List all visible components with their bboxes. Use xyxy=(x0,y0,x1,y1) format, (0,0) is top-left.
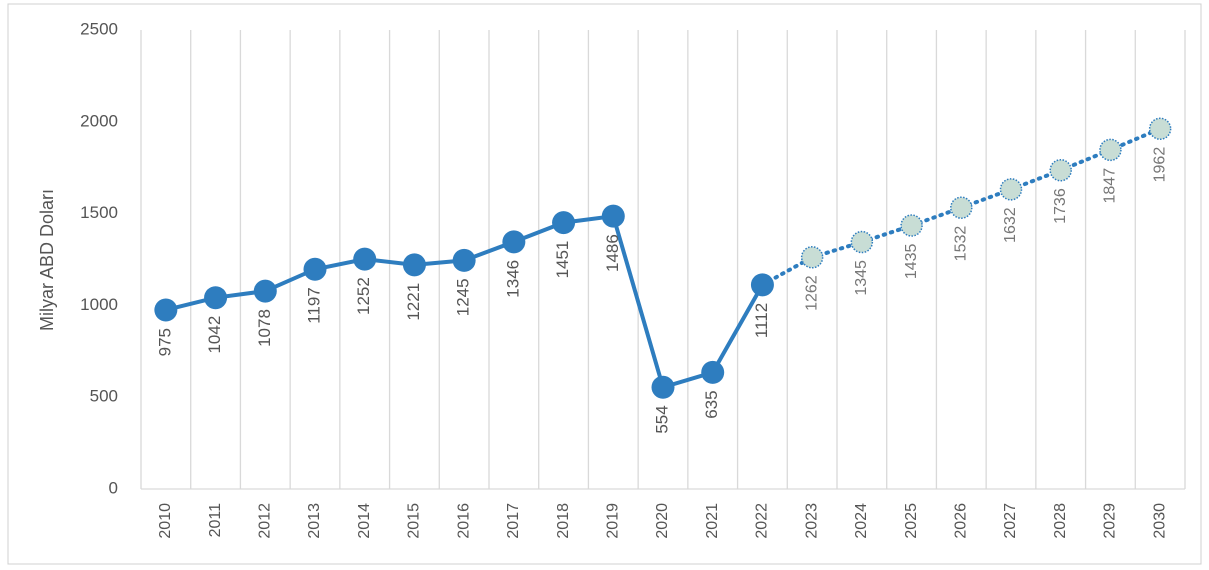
marker xyxy=(204,286,228,310)
marker xyxy=(303,257,327,281)
data-label: 975 xyxy=(155,328,174,356)
data-label: 635 xyxy=(702,390,721,418)
x-tick-label: 2029 xyxy=(1102,503,1119,539)
y-tick-label: 1500 xyxy=(80,203,118,222)
data-label: 1451 xyxy=(553,241,572,279)
x-tick-label: 2028 xyxy=(1052,503,1069,539)
x-tick-label: 2014 xyxy=(356,503,373,539)
y-tick-label: 2000 xyxy=(80,111,118,130)
data-label: 1632 xyxy=(1002,207,1019,243)
data-label: 1847 xyxy=(1102,168,1119,204)
marker xyxy=(800,246,824,269)
marker xyxy=(750,273,774,297)
data-label: 1345 xyxy=(853,260,870,296)
data-label: 1486 xyxy=(603,234,622,272)
x-tick-label: 2021 xyxy=(704,503,721,539)
x-tick-label: 2020 xyxy=(654,503,671,539)
x-tick-label: 2024 xyxy=(853,503,870,539)
data-label: 1262 xyxy=(803,275,820,311)
data-label: 1532 xyxy=(953,226,970,262)
x-tick-label: 2017 xyxy=(505,503,522,539)
chart-border xyxy=(7,3,1202,565)
x-tick-label: 2019 xyxy=(605,503,622,539)
data-label: 1042 xyxy=(205,316,224,354)
y-axis-title: Milyar ABD Doları xyxy=(37,189,57,331)
data-label: 1435 xyxy=(903,243,920,279)
data-label: 1078 xyxy=(255,309,274,347)
marker xyxy=(601,204,625,228)
data-label: 1736 xyxy=(1052,188,1069,224)
x-tick-label: 2018 xyxy=(555,503,572,539)
x-tick-label: 2026 xyxy=(953,503,970,539)
x-tick-label: 2016 xyxy=(455,503,472,539)
data-label: 1112 xyxy=(752,303,771,338)
marker xyxy=(1148,117,1172,141)
marker xyxy=(651,375,675,399)
marker xyxy=(253,279,277,303)
marker xyxy=(452,248,476,272)
marker xyxy=(353,247,377,271)
x-tick-label: 2015 xyxy=(406,503,423,539)
x-tick-label: 2023 xyxy=(803,503,820,539)
data-label: 1252 xyxy=(354,277,373,315)
data-label: 1245 xyxy=(454,278,473,316)
x-tick-label: 2025 xyxy=(903,503,920,539)
x-tick-label: 2022 xyxy=(754,503,771,539)
marker xyxy=(552,211,576,235)
marker xyxy=(850,230,874,254)
data-label: 1962 xyxy=(1151,147,1168,183)
marker xyxy=(1049,159,1072,182)
data-label: 1346 xyxy=(503,260,522,298)
marker xyxy=(900,214,923,237)
y-tick-label: 2500 xyxy=(80,19,118,38)
marker xyxy=(402,253,426,277)
x-tick-label: 2012 xyxy=(257,503,274,539)
y-tick-label: 1000 xyxy=(80,295,118,314)
data-label: 1197 xyxy=(304,287,323,324)
marker xyxy=(701,360,725,384)
data-label: 554 xyxy=(652,405,671,433)
x-tick-label: 2027 xyxy=(1002,503,1019,539)
marker xyxy=(999,178,1023,201)
marker xyxy=(502,230,526,254)
y-tick-label: 0 xyxy=(109,478,118,497)
marker xyxy=(1099,138,1122,162)
x-tick-label: 2011 xyxy=(207,503,224,538)
marker xyxy=(950,196,973,219)
x-tick-label: 2010 xyxy=(157,503,174,539)
marker xyxy=(154,298,178,322)
x-tick-label: 2013 xyxy=(306,503,323,539)
x-tick-label: 2030 xyxy=(1151,503,1168,539)
y-tick-label: 500 xyxy=(90,387,118,406)
data-label: 1221 xyxy=(404,283,423,321)
